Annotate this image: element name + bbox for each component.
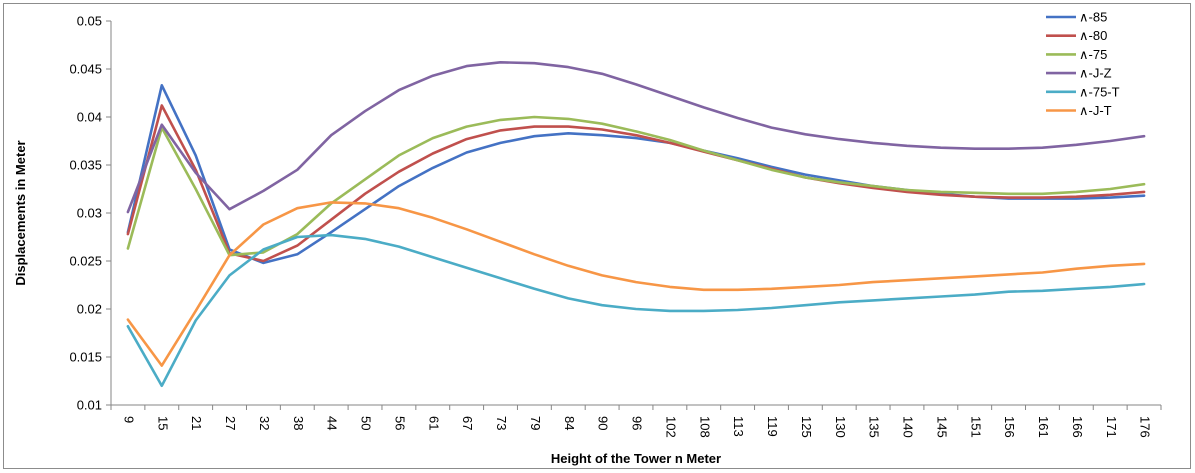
x-tick-label: 145 xyxy=(934,416,949,438)
x-tick-label: 73 xyxy=(494,416,509,430)
x-tick-label: 119 xyxy=(765,416,780,437)
x-axis-title: Height of the Tower n Meter xyxy=(551,451,721,466)
x-tick-label: 156 xyxy=(1002,416,1017,438)
y-tick-label: 0.02 xyxy=(77,302,102,317)
y-tick-label: 0.045 xyxy=(69,62,102,77)
x-tick-label: 96 xyxy=(630,416,645,430)
x-tick-label: 84 xyxy=(562,416,577,430)
x-tick-label: 67 xyxy=(460,416,475,430)
x-tick-label: 176 xyxy=(1138,416,1153,438)
y-axis-title: Displacements in Meter xyxy=(13,140,28,285)
x-tick-label: 9 xyxy=(121,416,136,423)
x-tick-label: 140 xyxy=(901,416,916,438)
series-layer xyxy=(126,60,1146,388)
y-tick-label: 0.01 xyxy=(77,398,102,413)
series-line-0 xyxy=(126,84,1146,265)
x-tick-label: 32 xyxy=(257,416,272,430)
x-tick-label: 90 xyxy=(596,416,611,430)
y-tick-label: 0.03 xyxy=(77,206,102,221)
x-tick-label: 15 xyxy=(155,416,170,430)
y-tick-label: 0.015 xyxy=(69,350,102,365)
legend-label: ∧-J-T xyxy=(1079,103,1112,118)
x-tick-label: 50 xyxy=(359,416,374,430)
legend-label: ∧-85 xyxy=(1079,10,1107,25)
line-chart: 0.01 0.015 0.02 0.025 0.03 0.035 0.04 0.045 0.05… xyxy=(13,10,1162,466)
x-tick-label: 108 xyxy=(697,416,712,438)
legend: ∧-85 ∧-80 ∧-75 ∧-J-Z ∧-75-T ∧-J-T xyxy=(1046,10,1120,118)
series-line-2 xyxy=(126,115,1146,257)
x-tick-label: 171 xyxy=(1104,416,1119,438)
x-tick-label: 130 xyxy=(833,416,848,438)
chart-frame: 0.01 0.015 0.02 0.025 0.03 0.035 0.04 0.045 0.05… xyxy=(3,3,1191,469)
axes xyxy=(110,21,1161,406)
y-tick-label: 0.04 xyxy=(77,110,102,125)
y-tick-label: 0.025 xyxy=(69,254,102,269)
x-tick-label: 151 xyxy=(968,416,983,438)
x-axis-ticks: 9 15 21 27 32 38 44 50 56 61 67 73 79 84 90 96 102 108 113… xyxy=(110,405,1162,438)
y-tick-label: 0.05 xyxy=(77,14,102,29)
x-tick-label: 38 xyxy=(291,416,306,430)
series-line-5 xyxy=(126,201,1146,367)
y-axis-ticks: 0.01 0.015 0.02 0.025 0.03 0.035 0.04 0.045 0.05 xyxy=(69,14,111,413)
x-tick-label: 161 xyxy=(1036,416,1051,438)
series-line-4 xyxy=(126,233,1146,388)
series-line-3 xyxy=(126,60,1146,214)
legend-label: ∧-80 xyxy=(1079,28,1107,43)
x-tick-label: 135 xyxy=(867,416,882,438)
y-tick-label: 0.035 xyxy=(69,158,102,173)
x-tick-label: 125 xyxy=(799,416,814,438)
series-line-1 xyxy=(126,104,1146,263)
x-tick-label: 27 xyxy=(223,416,238,430)
x-tick-label: 21 xyxy=(189,416,204,430)
x-tick-label: 61 xyxy=(426,416,441,430)
legend-label: ∧-75-T xyxy=(1079,84,1120,99)
x-tick-label: 79 xyxy=(528,416,543,430)
x-tick-label: 166 xyxy=(1070,416,1085,438)
x-tick-label: 56 xyxy=(392,416,407,430)
x-tick-label: 102 xyxy=(663,416,678,438)
x-tick-label: 44 xyxy=(325,416,340,430)
x-tick-label: 113 xyxy=(731,416,746,437)
legend-label: ∧-75 xyxy=(1079,47,1107,62)
legend-label: ∧-J-Z xyxy=(1079,66,1112,81)
